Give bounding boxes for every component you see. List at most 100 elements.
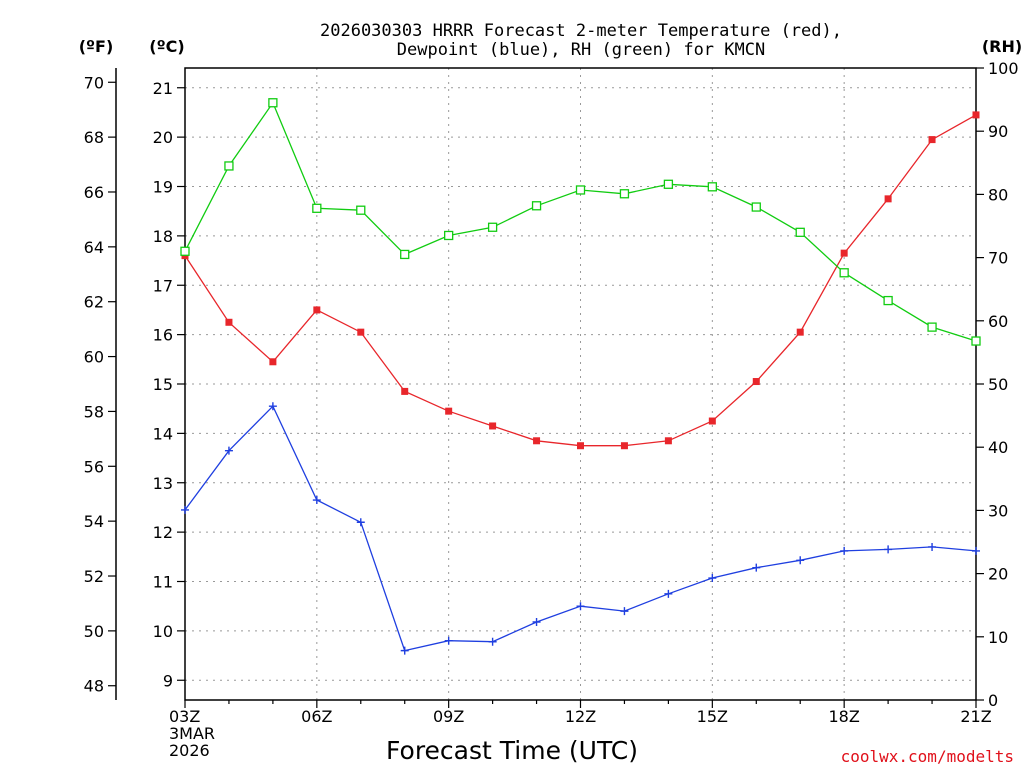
rh-point <box>531 201 542 211</box>
rh-point <box>356 205 366 215</box>
rh-tick-label: 60 <box>988 312 1008 331</box>
temperature-point <box>752 378 760 386</box>
temperature-point <box>577 442 584 450</box>
temperature-point <box>489 422 497 430</box>
rh-tick-label: 90 <box>988 122 1008 141</box>
dewpoint-point <box>620 607 629 616</box>
celsius-tick-label: 9 <box>163 671 173 690</box>
rh-tick-label: 20 <box>988 565 1008 584</box>
temperature-point <box>533 437 541 445</box>
dewpoint-point <box>488 637 497 646</box>
rh-point <box>883 295 893 306</box>
fahrenheit-tick-label: 54 <box>84 512 104 531</box>
rh-tick-label: 30 <box>988 501 1008 520</box>
dewpoint-point <box>796 556 805 565</box>
series-layer <box>180 98 981 655</box>
rh-point <box>575 185 586 195</box>
temperature-point <box>928 136 936 144</box>
time-tick-label: 06Z <box>301 707 332 726</box>
dewpoint-point <box>576 602 585 611</box>
unit-label-rh: (RH) <box>982 37 1022 56</box>
dewpoint-point <box>664 589 673 598</box>
rh-point <box>224 161 234 171</box>
dewpoint-point <box>181 505 189 514</box>
celsius-tick-label: 14 <box>153 424 173 443</box>
rh-tick-label: 40 <box>988 438 1008 457</box>
temperature-point <box>972 111 980 119</box>
rh-point <box>180 246 190 256</box>
rh-tick-label: 50 <box>988 375 1008 394</box>
celsius-tick-label: 19 <box>153 178 173 197</box>
x-axis-title: Forecast Time (UTC) <box>386 736 638 765</box>
rh-point <box>268 98 278 108</box>
dewpoint-point <box>752 563 761 572</box>
dewpoint-point <box>356 518 365 527</box>
fahrenheit-tick-label: 66 <box>84 183 104 202</box>
fahrenheit-tick-label: 70 <box>84 73 104 92</box>
temperature-point <box>664 437 672 445</box>
time-first-label: 03Z <box>169 707 200 726</box>
unit-label-fahrenheit: (ºF) <box>79 37 114 56</box>
rh-tick-label: 0 <box>988 691 998 710</box>
dewpoint-point <box>840 546 849 555</box>
fahrenheit-axis: 48 50 52 54 56 58 60 62 64 66 68 70 <box>84 73 116 696</box>
temperature-point <box>225 318 233 326</box>
temperature-point <box>708 417 716 425</box>
dewpoint-point <box>972 546 980 555</box>
chart-title-line1: 2026030303 HRRR Forecast 2-meter Tempera… <box>320 21 842 41</box>
dewpoint-point <box>312 496 321 505</box>
rh-point <box>487 222 498 232</box>
time-tick-label: 09Z <box>433 707 464 726</box>
fahrenheit-tick-label: 60 <box>84 348 104 367</box>
fahrenheit-tick-label: 50 <box>84 622 104 641</box>
temperature-point <box>620 442 628 450</box>
credit-text: coolwx.com/modelts <box>841 747 1014 766</box>
celsius-tick-label: 15 <box>153 375 173 394</box>
dewpoint-point <box>532 617 541 626</box>
celsius-axis: 9 10 11 12 13 14 15 16 17 18 19 20 21 <box>153 79 185 690</box>
temperature-point <box>445 407 453 415</box>
rh-tick-label: 10 <box>988 628 1008 647</box>
fahrenheit-tick-label: 62 <box>84 293 104 312</box>
dewpoint-point <box>884 545 893 554</box>
fahrenheit-tick-label: 58 <box>84 402 104 421</box>
rh-point <box>839 268 849 278</box>
celsius-tick-label: 12 <box>153 523 173 542</box>
fahrenheit-tick-label: 48 <box>84 677 104 696</box>
rh-point <box>663 179 674 189</box>
temperature-point <box>357 328 365 336</box>
rh-point <box>707 182 717 192</box>
temperature-point <box>269 358 277 366</box>
dewpoint-point <box>928 542 937 551</box>
temperature-point <box>401 387 409 395</box>
unit-label-celsius: (ºC) <box>149 37 184 56</box>
dewpoint-point <box>268 402 277 411</box>
time-first-label: 3MAR <box>169 724 215 743</box>
rh-point <box>927 322 937 332</box>
fahrenheit-tick-label: 68 <box>84 128 104 147</box>
temperature-point <box>840 249 848 257</box>
celsius-tick-label: 16 <box>153 326 173 345</box>
rh-point <box>751 202 761 212</box>
dewpoint-point <box>708 574 717 583</box>
time-tick-label: 18Z <box>829 707 860 726</box>
celsius-tick-label: 18 <box>153 227 173 246</box>
rh-axis: 0 10 20 30 40 50 60 70 80 90 100 <box>976 59 1019 710</box>
rh-tick-label: 80 <box>988 185 1008 204</box>
time-tick-label: 21Z <box>960 707 991 726</box>
rh-point <box>312 203 322 213</box>
temperature-line <box>184 114 977 447</box>
rh-tick-label: 100 <box>988 59 1019 78</box>
temperature-point <box>313 306 321 314</box>
rh-point <box>795 227 805 237</box>
celsius-tick-label: 11 <box>153 573 173 592</box>
time-tick-label: 15Z <box>697 707 728 726</box>
rh-point <box>400 249 410 260</box>
grid-lines <box>185 68 976 700</box>
rh-point <box>444 230 454 241</box>
fahrenheit-tick-label: 52 <box>84 567 104 586</box>
celsius-tick-label: 20 <box>153 128 173 147</box>
temperature-point <box>796 328 804 336</box>
